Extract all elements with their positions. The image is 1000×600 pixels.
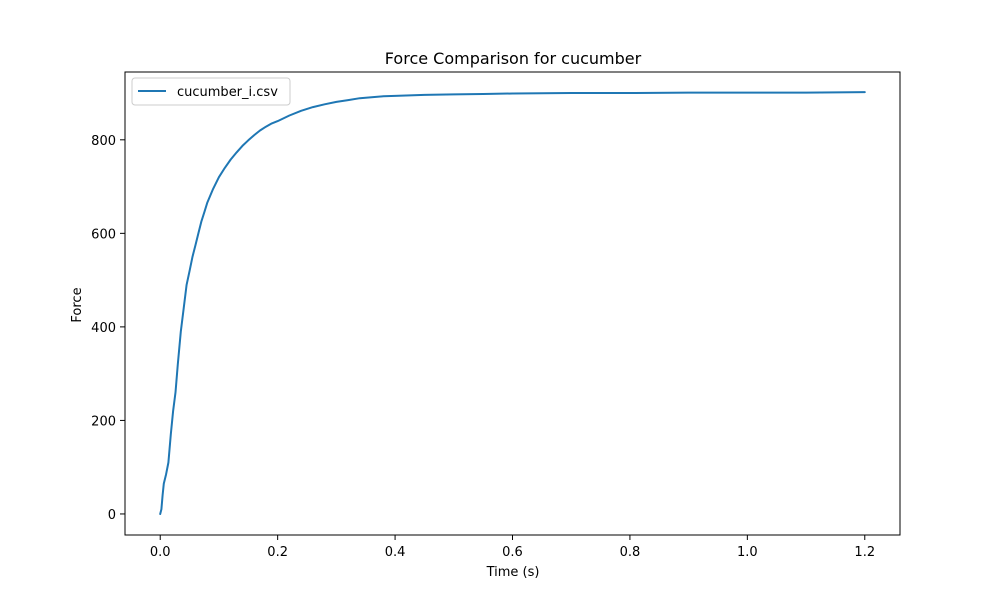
x-tick-label: 0.4 xyxy=(385,545,406,560)
y-tick-label: 600 xyxy=(91,227,116,242)
x-axis: 0.0 0.2 0.4 0.6 0.8 1.0 1.2 xyxy=(150,535,875,560)
series-layer xyxy=(159,91,866,515)
legend-box xyxy=(131,77,291,106)
y-tick-label: 400 xyxy=(91,321,116,336)
x-tick-label: 0.8 xyxy=(620,545,641,560)
y-tick-label: 800 xyxy=(91,134,116,149)
x-tick-label: 1.0 xyxy=(737,545,758,560)
legend: cucumber_i.csv xyxy=(131,77,291,106)
x-tick-label: 0.0 xyxy=(150,545,171,560)
plot-frame xyxy=(124,71,901,536)
series-line-cucumber xyxy=(159,91,866,515)
x-tick-label: 1.2 xyxy=(854,545,875,560)
legend-label-cucumber: cucumber_i.csv xyxy=(177,85,278,100)
y-axis-label: Force xyxy=(70,287,85,322)
x-axis-label: Time (s) xyxy=(486,565,540,580)
x-tick-label: 0.6 xyxy=(502,545,523,560)
chart-title: Force Comparison for cucumber xyxy=(385,49,642,68)
y-tick-label: 200 xyxy=(91,414,116,429)
x-tick-label: 0.2 xyxy=(267,545,288,560)
y-axis: 0 200 400 600 800 xyxy=(91,134,125,523)
y-tick-label: 0 xyxy=(108,508,116,523)
plot-area xyxy=(124,71,901,536)
